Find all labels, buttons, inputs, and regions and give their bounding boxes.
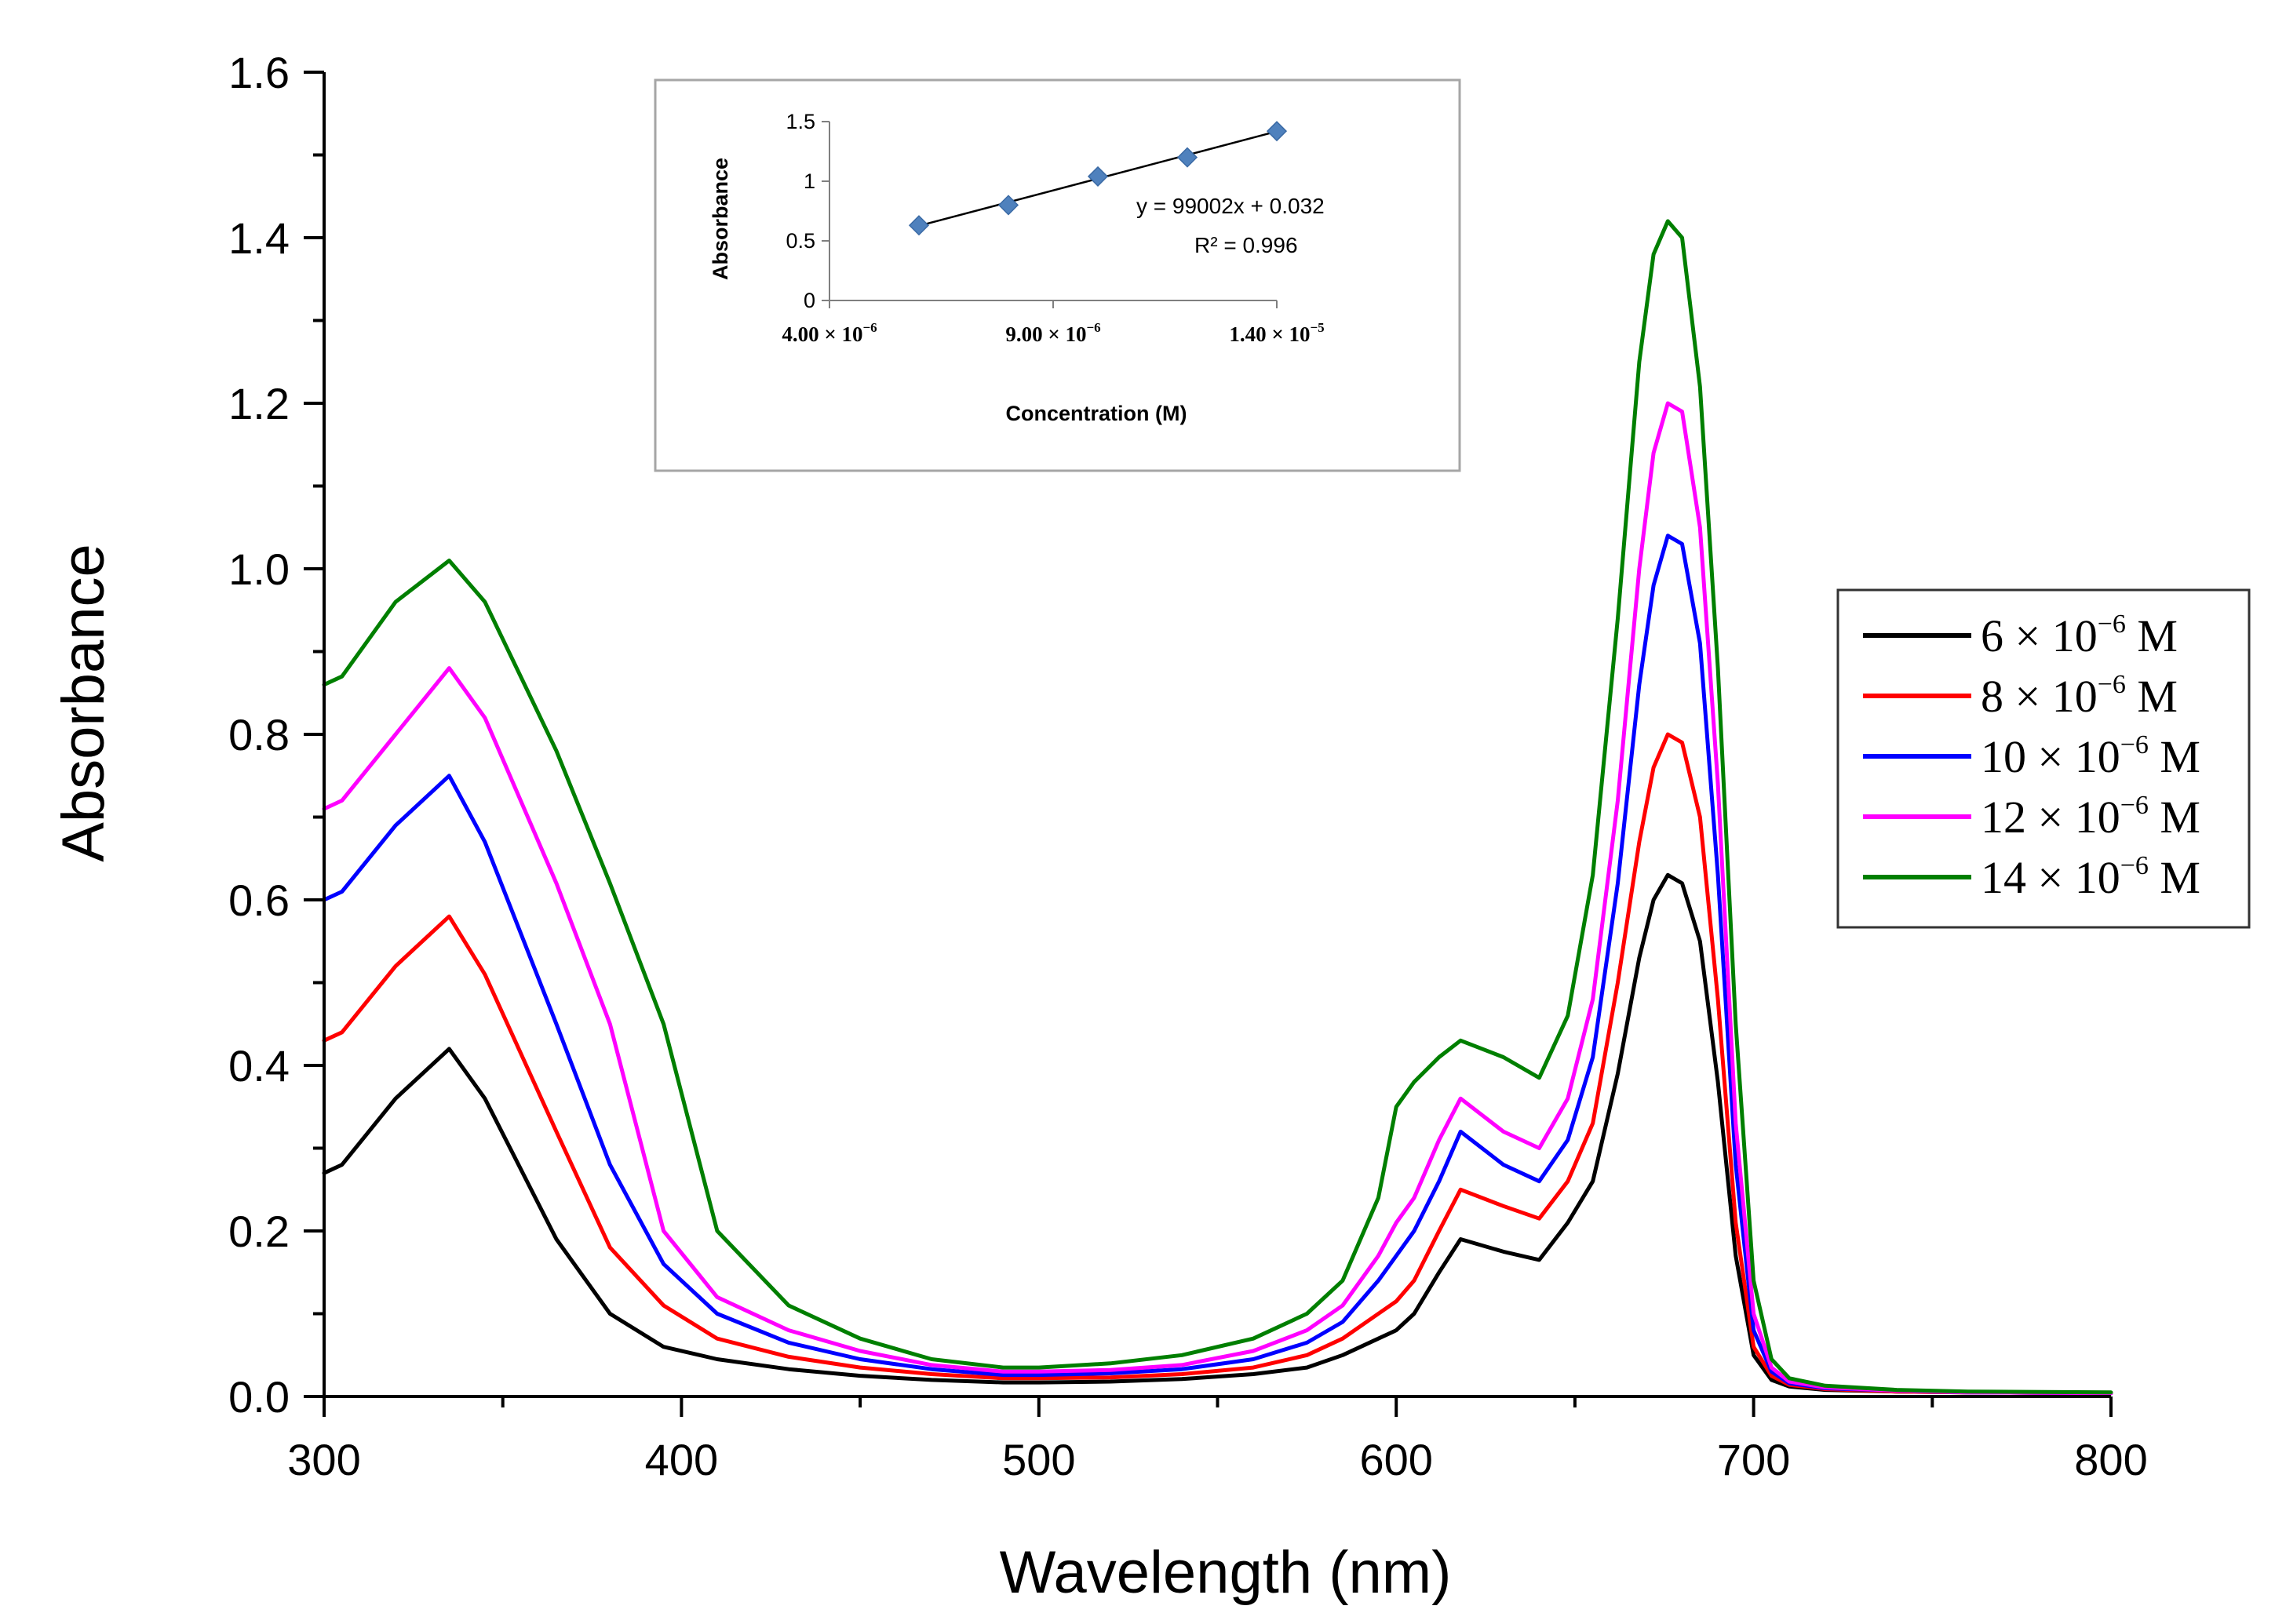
y-tick-label: 1.6 — [228, 48, 290, 97]
inset-x-tick-label: 9.00 × 10−6 — [1005, 320, 1100, 346]
y-tick-label: 0.6 — [228, 876, 290, 925]
y-tick-label: 0.4 — [228, 1041, 290, 1091]
main-series-lines — [322, 219, 2113, 1396]
y-tick-label: 0.0 — [228, 1372, 290, 1422]
inset-x-axis-title: Concentration (M) — [1006, 402, 1187, 425]
inset-x-tick-label: 4.00 × 10−6 — [782, 320, 877, 346]
inset-data-point — [1176, 147, 1198, 168]
x-tick-label: 800 — [2074, 1435, 2147, 1484]
y-tick-label: 0.8 — [228, 710, 290, 759]
legend-label-3: 10 × 10−6 M — [1981, 730, 2200, 782]
series-line-5 — [322, 219, 2113, 1395]
legend-label-5: 14 × 10−6 M — [1981, 851, 2200, 903]
x-axis-title: Wavelength (nm) — [1000, 1539, 1452, 1606]
x-tick-label: 500 — [1002, 1435, 1075, 1484]
series-line-1 — [322, 872, 2113, 1396]
y-axis-title: Absorbance — [50, 544, 117, 862]
series-line-2 — [322, 732, 2113, 1396]
inset-y-tick-label: 1 — [804, 169, 815, 193]
x-tick-label: 300 — [287, 1435, 360, 1484]
inset-data-point — [1087, 166, 1109, 187]
inset-data-point — [908, 215, 930, 236]
legend-label-2: 8 × 10−6 M — [1981, 670, 2178, 722]
y-tick-label: 1.2 — [228, 379, 290, 428]
y-tick-label: 0.2 — [228, 1207, 290, 1256]
calibration-inset: 0 0.5 1 1.5 4.00 × 10−6 9.00 × 10−6 1.40 × 10−… — [654, 78, 1461, 472]
y-tick-label: 1.0 — [228, 544, 290, 594]
inset-y-tick-label: 1.5 — [786, 110, 815, 133]
legend: 6 × 10−6 M 8 × 10−6 M 10 × 10−6 M 12 × 10−6… — [1836, 588, 2251, 929]
inset-frame — [654, 78, 1461, 472]
inset-y-axis-title: Absorbance — [709, 158, 732, 280]
inset-data-point — [997, 195, 1019, 216]
series-line-3 — [322, 533, 2113, 1396]
inset-r-squared: R² = 0.996 — [1194, 233, 1298, 257]
legend-label-1: 6 × 10−6 M — [1981, 610, 2178, 661]
x-tick-label: 700 — [1717, 1435, 1790, 1484]
inset-data-point — [1266, 121, 1288, 142]
main-axes: 300 400 500 600 700 800 0.0 0.2 0.4 0.6 0.8 1.0 1.2 1… — [50, 48, 2148, 1606]
x-tick-label: 600 — [1359, 1435, 1432, 1484]
series-line-4 — [322, 401, 2113, 1396]
legend-label-4: 12 × 10−6 M — [1981, 791, 2200, 843]
inset-equation: y = 99002x + 0.032 — [1136, 194, 1325, 218]
x-tick-label: 400 — [645, 1435, 718, 1484]
inset-y-tick-label: 0.5 — [786, 229, 815, 253]
y-tick-label: 1.4 — [228, 213, 290, 263]
inset-y-tick-label: 0 — [804, 289, 815, 312]
inset-x-tick-label: 1.40 × 10−5 — [1229, 320, 1324, 346]
